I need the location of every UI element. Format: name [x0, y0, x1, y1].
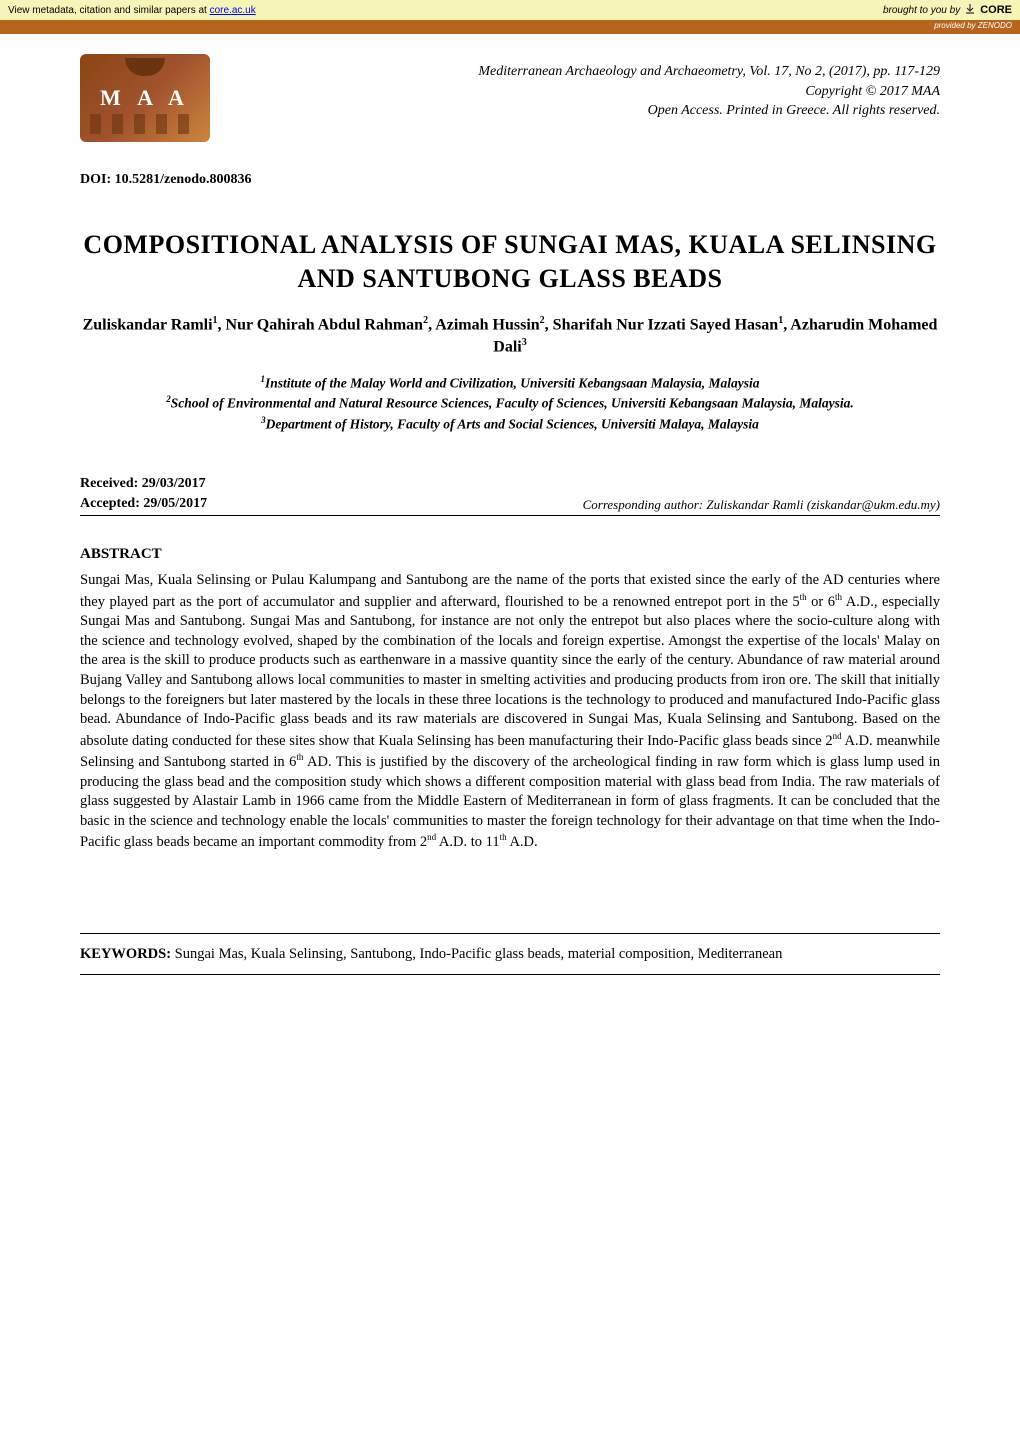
core-link[interactable]: core.ac.uk: [210, 5, 256, 16]
received-date: Received: 29/03/2017: [80, 474, 207, 494]
metadata-banner: View metadata, citation and similar pape…: [0, 0, 1020, 20]
keywords-label: KEYWORDS:: [80, 946, 175, 962]
abstract-body: Sungai Mas, Kuala Selinsing or Pulau Kal…: [80, 571, 940, 852]
keywords-text: Sungai Mas, Kuala Selinsing, Santubong, …: [175, 946, 783, 962]
banner-left: View metadata, citation and similar pape…: [8, 5, 256, 16]
affiliations: 1Institute of the Malay World and Civili…: [80, 373, 940, 434]
corresponding-author: Corresponding author: Zuliskandar Ramli …: [583, 497, 940, 513]
journal-logo: M A A: [80, 54, 210, 142]
accepted-date: Accepted: 29/05/2017: [80, 494, 207, 514]
dates-corresponding-row: Received: 29/03/2017 Accepted: 29/05/201…: [80, 474, 940, 516]
abstract-heading: ABSTRACT: [80, 546, 940, 563]
journal-line-2: Copyright © 2017 MAA: [230, 82, 940, 102]
banner-right: brought to you by CORE: [883, 3, 1012, 18]
provided-by-bar: provided by ZENODO: [0, 20, 1020, 34]
doi: DOI: 10.5281/zenodo.800836: [80, 172, 940, 188]
journal-header: M A A Mediterranean Archaeology and Arch…: [80, 54, 940, 142]
paper-title: COMPOSITIONAL ANALYSIS OF SUNGAI MAS, KU…: [80, 228, 940, 296]
journal-line-1: Mediterranean Archaeology and Archaeomet…: [230, 62, 940, 82]
authors: Zuliskandar Ramli1, Nur Qahirah Abdul Ra…: [80, 314, 940, 359]
keywords-section: KEYWORDS: Sungai Mas, Kuala Selinsing, S…: [80, 933, 940, 975]
banner-left-prefix: View metadata, citation and similar pape…: [8, 5, 210, 16]
journal-logo-letters: M A A: [100, 85, 190, 111]
page-content: M A A Mediterranean Archaeology and Arch…: [0, 54, 1020, 975]
banner-right-prefix: brought to you by: [883, 5, 960, 16]
download-icon: [964, 3, 976, 18]
journal-citation: Mediterranean Archaeology and Archaeomet…: [230, 54, 940, 142]
core-logo-text: CORE: [980, 4, 1012, 16]
journal-line-3: Open Access. Printed in Greece. All righ…: [230, 101, 940, 121]
submission-dates: Received: 29/03/2017 Accepted: 29/05/201…: [80, 474, 207, 513]
